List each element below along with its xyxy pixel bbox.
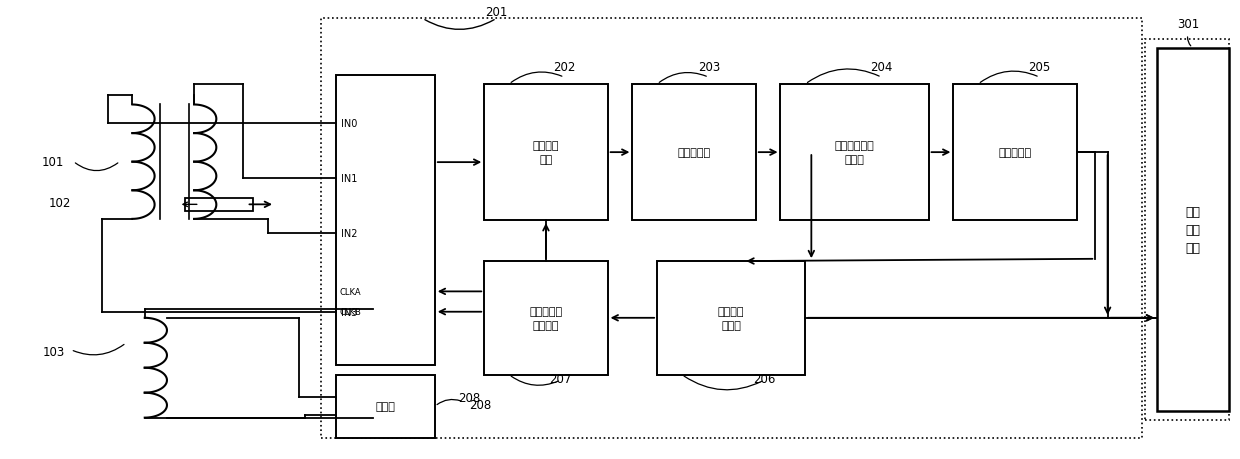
Text: 自动增益控制
放大器: 自动增益控制 放大器 xyxy=(835,141,874,165)
Text: 选通开关
阵列: 选通开关 阵列 xyxy=(533,141,559,165)
Text: 301: 301 xyxy=(1177,17,1199,31)
Text: CLKA: CLKA xyxy=(340,287,361,296)
Text: 103: 103 xyxy=(42,346,64,358)
Text: 电子
控制
模块: 电子 控制 模块 xyxy=(1185,205,1200,254)
Text: 多相位时钟
产生模块: 多相位时钟 产生模块 xyxy=(529,306,563,330)
Text: IN1: IN1 xyxy=(341,174,357,184)
Text: 208: 208 xyxy=(459,391,481,404)
FancyBboxPatch shape xyxy=(484,85,608,221)
FancyBboxPatch shape xyxy=(632,85,756,221)
FancyBboxPatch shape xyxy=(657,262,805,375)
Text: 模数转换器: 模数转换器 xyxy=(998,148,1032,158)
FancyBboxPatch shape xyxy=(1157,49,1229,411)
Text: 205: 205 xyxy=(1029,61,1050,73)
Text: IN3: IN3 xyxy=(341,307,357,317)
Text: 202: 202 xyxy=(553,61,575,73)
Text: CLKB: CLKB xyxy=(340,308,362,317)
FancyBboxPatch shape xyxy=(336,76,435,366)
Text: 204: 204 xyxy=(870,61,893,73)
FancyBboxPatch shape xyxy=(185,198,253,212)
Text: 低通滤波器: 低通滤波器 xyxy=(677,148,711,158)
FancyBboxPatch shape xyxy=(780,85,929,221)
Text: 201: 201 xyxy=(485,6,507,19)
Text: IN2: IN2 xyxy=(341,229,357,239)
FancyBboxPatch shape xyxy=(484,262,608,375)
Text: 208: 208 xyxy=(470,397,491,411)
Text: IN0: IN0 xyxy=(341,119,357,129)
Text: 203: 203 xyxy=(698,61,720,73)
Text: 206: 206 xyxy=(753,372,775,385)
FancyBboxPatch shape xyxy=(954,85,1076,221)
Text: 102: 102 xyxy=(48,197,71,210)
Text: 207: 207 xyxy=(549,372,572,385)
Text: 101: 101 xyxy=(42,156,64,168)
Text: 数字信号
处理器: 数字信号 处理器 xyxy=(718,306,744,330)
Text: 振荡器: 振荡器 xyxy=(376,402,396,411)
FancyBboxPatch shape xyxy=(336,375,435,438)
